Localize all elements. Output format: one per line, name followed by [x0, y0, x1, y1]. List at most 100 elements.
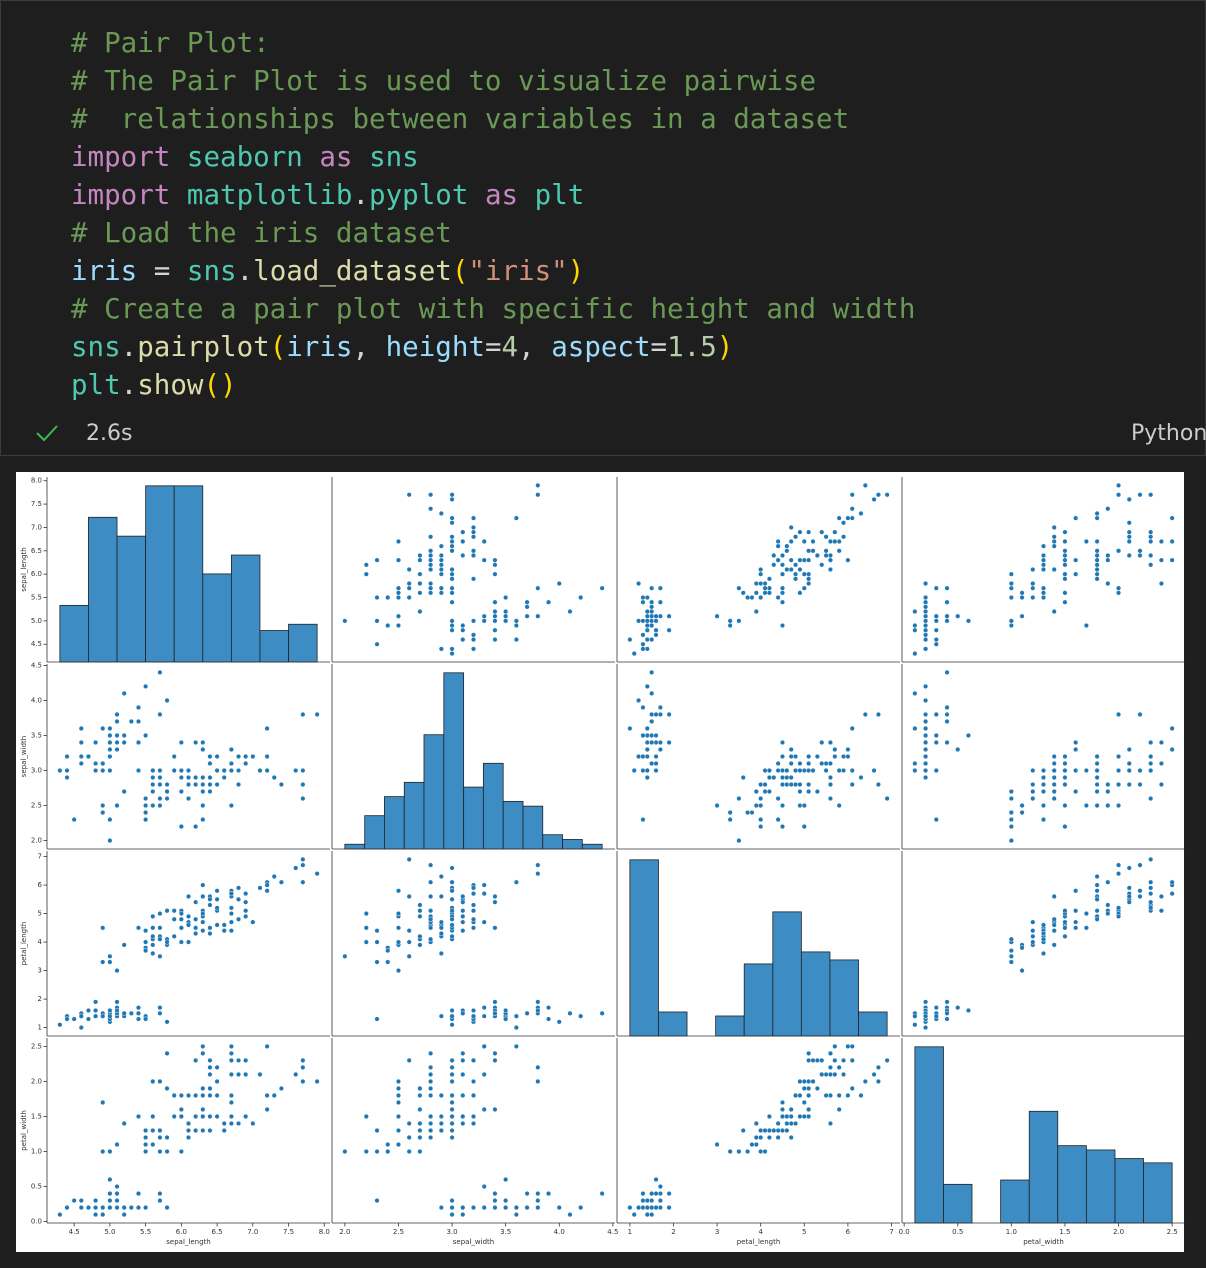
scatter-point [143, 803, 149, 809]
scatter-point [644, 613, 650, 619]
scatter-point [178, 916, 184, 922]
scatter-point [788, 782, 794, 788]
y-tick-label: 4.5 [31, 640, 42, 648]
figure-background [16, 472, 1184, 1252]
scatter-point [653, 1205, 659, 1211]
scatter-point [933, 641, 939, 647]
scatter-point [766, 1127, 772, 1133]
scatter-point [923, 1013, 929, 1019]
scatter-point [107, 1191, 113, 1197]
scatter-point [535, 1005, 541, 1011]
scatter-point [481, 618, 487, 624]
x-tick-label: 3.5 [500, 1228, 511, 1236]
scatter-point [923, 1019, 929, 1025]
scatter-point [801, 824, 807, 830]
scatter-point [228, 768, 234, 774]
scatter-point [657, 599, 663, 605]
scatter-point [492, 1191, 498, 1197]
scatter-point [762, 1149, 768, 1155]
scatter-point [649, 761, 655, 767]
scatter-point [653, 613, 659, 619]
scatter-point [471, 1057, 477, 1063]
scatter-point [806, 782, 812, 788]
scatter-point [819, 1071, 825, 1077]
scatter-point [806, 1092, 812, 1098]
scatter-point [814, 1085, 820, 1091]
scatter-point [771, 1127, 777, 1133]
scatter-point [164, 789, 170, 795]
scatter-point [923, 1013, 929, 1019]
scatter-point [164, 1135, 170, 1141]
scatter-point [460, 637, 466, 643]
scatter-point [944, 711, 950, 717]
scatter-point [640, 1205, 646, 1211]
scatter-point [449, 1113, 455, 1119]
scatter-point [762, 1127, 768, 1133]
scatter-point [1148, 739, 1154, 745]
scatter-point [649, 690, 655, 696]
scatter-point [228, 1071, 234, 1077]
scatter-point [449, 515, 455, 521]
scatter-point [649, 718, 655, 724]
scatter-point [923, 595, 929, 601]
scatter-point [832, 1043, 838, 1049]
scatter-point [1030, 796, 1036, 802]
scatter-point [657, 704, 663, 710]
scatter-point [644, 1198, 650, 1204]
scatter-point [449, 1113, 455, 1119]
scatter-point [814, 552, 820, 558]
scatter-point [449, 618, 455, 624]
scatter-point [912, 651, 918, 657]
scatter-point [100, 1205, 106, 1211]
scatter-point [1062, 925, 1068, 931]
scatter-point [264, 888, 270, 894]
scatter-point [300, 1057, 306, 1063]
scatter-point [524, 599, 530, 605]
scatter-point [438, 931, 444, 937]
scatter-point [849, 506, 855, 512]
scatter-point [64, 1205, 70, 1211]
scatter-point [143, 1135, 149, 1141]
scatter-point [814, 754, 820, 760]
scatter-point [513, 1013, 519, 1019]
scatter-point [524, 1010, 530, 1016]
scatter-point [944, 999, 950, 1005]
scatter-point [228, 1113, 234, 1119]
scatter-point [193, 916, 199, 922]
scatter-point [385, 959, 391, 965]
scatter-point [300, 862, 306, 868]
scatter-point [923, 697, 929, 703]
kernel-language[interactable]: Python [1131, 421, 1206, 446]
scatter-point [471, 1205, 477, 1211]
scatter-point [449, 1064, 455, 1070]
scatter-point [395, 888, 401, 894]
scatter-point [385, 948, 391, 954]
scatter-point [460, 1205, 466, 1211]
scatter-point [250, 919, 256, 925]
scatter-point [1030, 789, 1036, 795]
scatter-point [1094, 557, 1100, 563]
code-lines: # Pair Plot: # The Pair Plot is used to v… [71, 24, 915, 404]
scatter-point [449, 651, 455, 657]
scatter-point [135, 1010, 141, 1016]
scatter-point [114, 732, 120, 738]
scatter-point [200, 1113, 206, 1119]
scatter-point [823, 768, 829, 774]
scatter-point [460, 529, 466, 535]
scatter-point [1062, 782, 1068, 788]
scatter-point [599, 585, 605, 591]
scatter-point [1040, 925, 1046, 931]
scatter-point [1094, 768, 1100, 774]
scatter-point [1105, 902, 1111, 908]
scatter-point [1094, 768, 1100, 774]
scatter-point [243, 754, 249, 760]
scatter-point [1094, 552, 1100, 558]
scatter-point [471, 919, 477, 925]
scatter-point [135, 1005, 141, 1011]
hist-bar [344, 843, 366, 850]
hist-bar [715, 1015, 745, 1037]
scatter-point [806, 789, 812, 795]
scatter-point [923, 761, 929, 767]
scatter-point [535, 613, 541, 619]
scatter-point [178, 1106, 184, 1112]
